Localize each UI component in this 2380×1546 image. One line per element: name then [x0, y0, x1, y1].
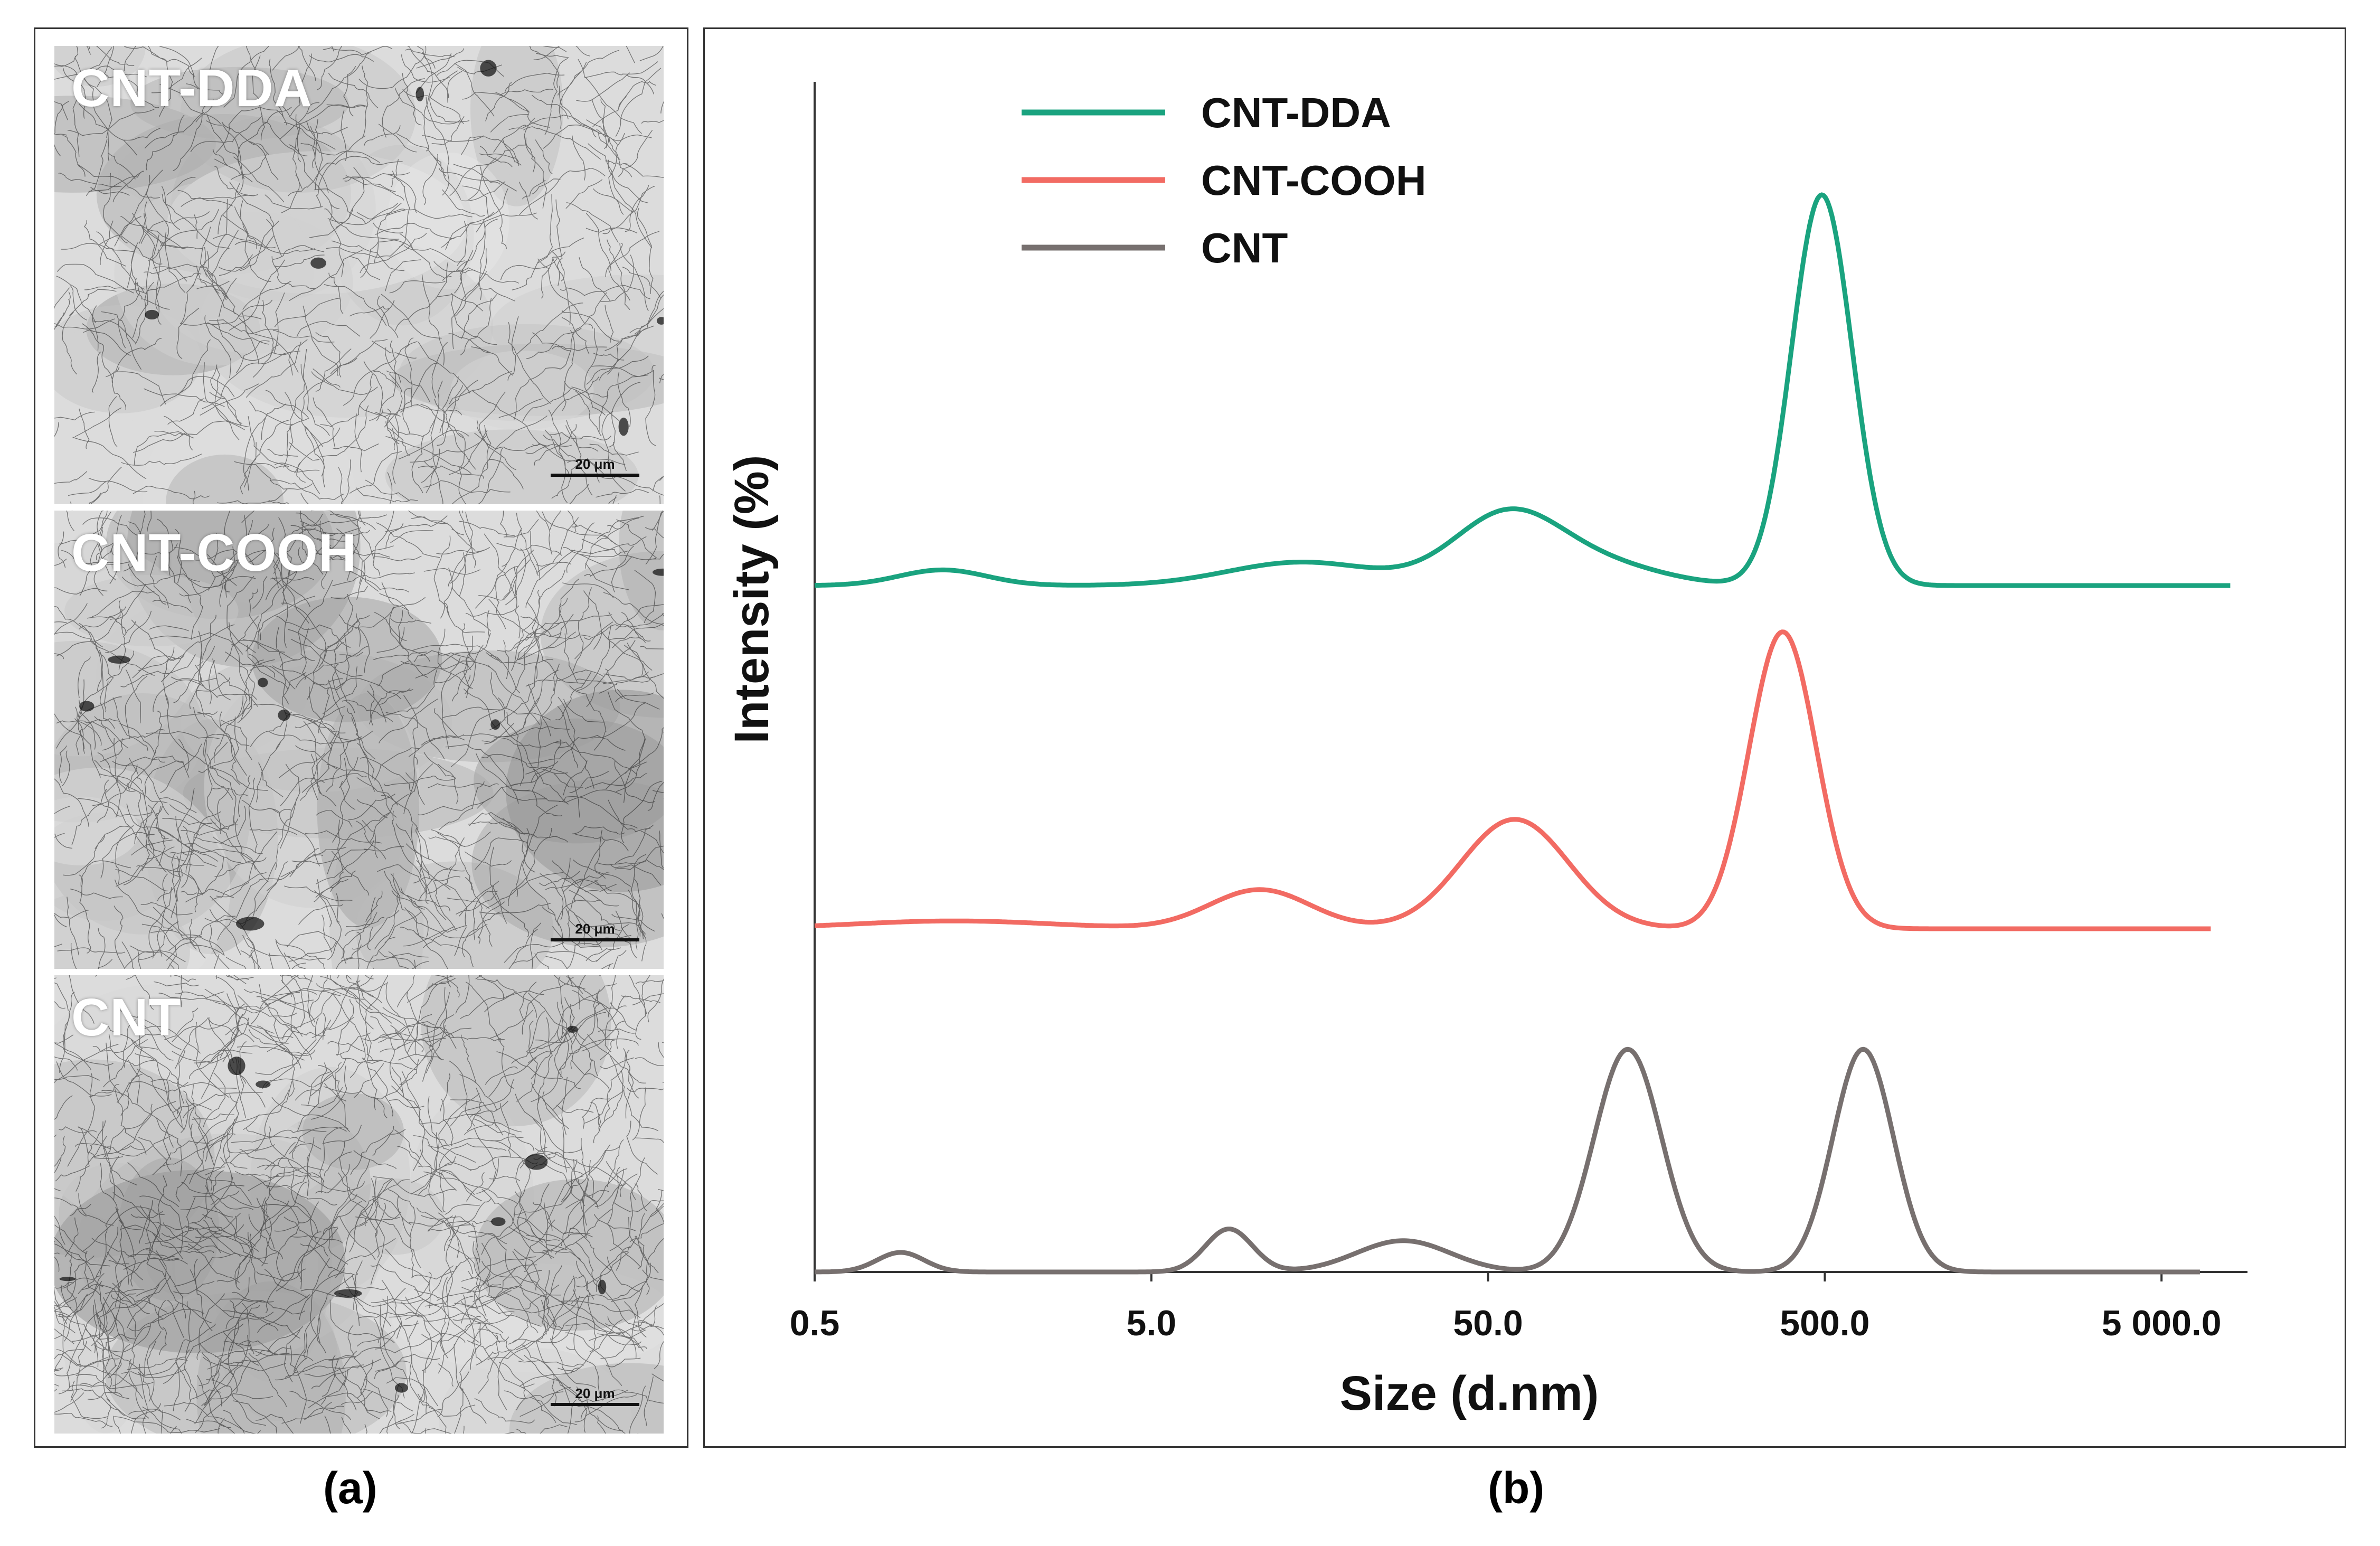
- tem-image-label: CNT-DDA: [71, 59, 313, 118]
- legend-label: CNT-DDA: [1201, 89, 1391, 136]
- scale-bar: [551, 1403, 639, 1406]
- tem-texture: [54, 511, 664, 969]
- scale-bar-label: 20 μm: [575, 456, 615, 472]
- series-line-cnt-dda: [814, 192, 2231, 588]
- panel-a-caption: (a): [323, 1463, 377, 1513]
- x-tick-label: 5.0: [1127, 1303, 1177, 1343]
- x-tick-label: 500.0: [1780, 1303, 1869, 1343]
- legend-label: CNT: [1201, 224, 1288, 271]
- legend-label: CNT-COOH: [1201, 157, 1427, 204]
- scale-bar-label: 20 μm: [575, 921, 615, 937]
- tem-image-label: CNT: [71, 988, 182, 1047]
- chart-panel: 0.5 5.0 50.0 500.0 5 000.0 Size (d.nm) Inten…: [703, 27, 2346, 1448]
- tem-image-cnt-dda: CNT-DDA 20 μm: [54, 46, 664, 504]
- tem-image-cnt-cooh: CNT-COOH 20 μm: [54, 511, 664, 969]
- scale-bar: [551, 474, 639, 477]
- tem-panel: CNT-DDA 20 μm CNT-COOH 20 μm CNT 20 μm: [34, 27, 688, 1448]
- x-tick-label: 5 000.0: [2102, 1303, 2222, 1343]
- series-line-cnt: [814, 1047, 2200, 1275]
- tem-texture: [54, 975, 664, 1434]
- scale-bar: [551, 938, 639, 941]
- tem-image-cnt: CNT 20 μm: [54, 975, 664, 1434]
- x-axis-label: Size (d.nm): [1340, 1366, 1599, 1420]
- x-tick-label: 50.0: [1453, 1303, 1523, 1343]
- legend: CNT-DDA CNT-COOH CNT: [1022, 89, 1427, 271]
- x-tick-label: 0.5: [790, 1303, 840, 1343]
- x-ticks: 0.5 5.0 50.0 500.0 5 000.0: [790, 1272, 2222, 1343]
- tem-texture: [54, 46, 664, 504]
- series-layer: [814, 192, 2231, 1275]
- panel-b-caption: (b): [1488, 1463, 1545, 1513]
- y-axis-label: Intensity (%): [725, 455, 779, 744]
- size-distribution-chart: 0.5 5.0 50.0 500.0 5 000.0 Size (d.nm) Inten…: [725, 82, 2247, 1420]
- scale-bar-label: 20 μm: [575, 1385, 615, 1401]
- tem-image-label: CNT-COOH: [71, 523, 357, 582]
- series-line-cnt-cooh: [814, 629, 2212, 931]
